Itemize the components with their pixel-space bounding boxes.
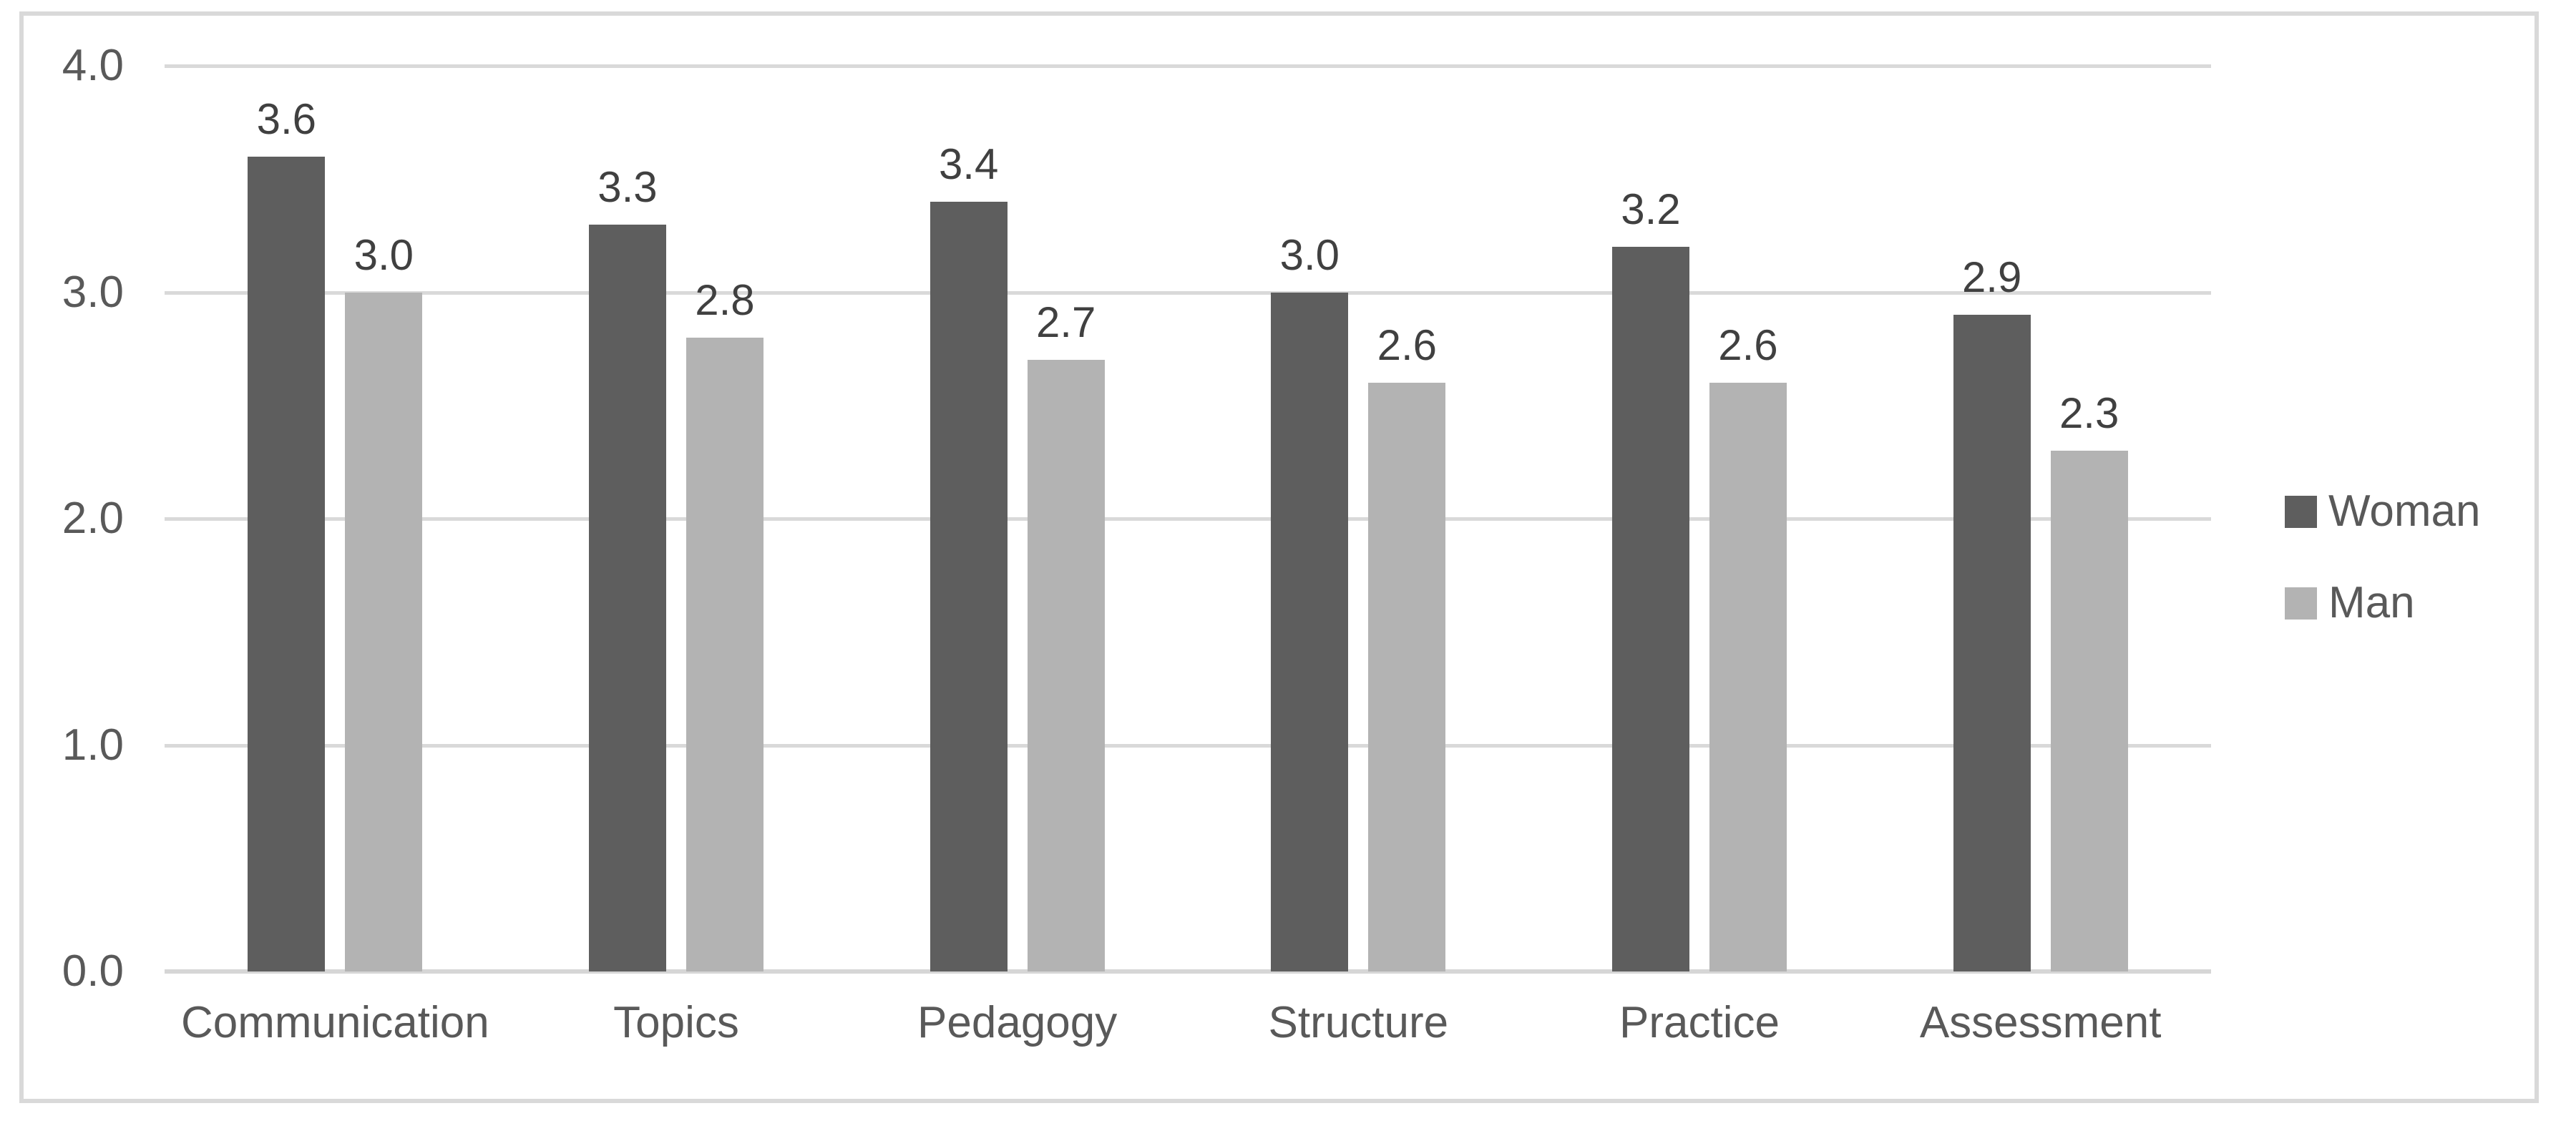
- gridline: [165, 743, 2211, 748]
- legend-swatch-man-icon: [2285, 587, 2317, 620]
- category-group: 3.4 2.7: [847, 66, 1188, 971]
- bar-woman: [1611, 247, 1689, 971]
- bar-value-label: 2.6: [1718, 321, 1778, 370]
- legend-label-man: Man: [2328, 578, 2415, 627]
- legend-swatch-woman-icon: [2285, 495, 2317, 528]
- category-group: 3.2 2.6: [1529, 66, 1870, 971]
- bar-woman: [588, 224, 666, 971]
- bar-value-label: 3.2: [1621, 185, 1681, 234]
- bar-man: [686, 337, 763, 971]
- bar-value-label: 3.6: [256, 94, 317, 143]
- legend-label-woman: Woman: [2328, 486, 2481, 536]
- bar-value-label: 3.0: [1279, 230, 1340, 279]
- category-group: 3.3 2.8: [506, 66, 847, 971]
- y-axis-labels: 4.0 3.0 2.0 1.0 0.0: [24, 44, 124, 994]
- chart-frame: 3.6 3.0 3.3 2.8 3.4 2.7 3.0 2.6 3.2 2.6 2.9 2.3 4.0…: [19, 11, 2539, 1103]
- bar-woman: [1271, 292, 1349, 971]
- bar-man: [1027, 360, 1105, 971]
- legend-item-woman: Woman: [2285, 489, 2481, 534]
- category-group: 2.9 2.3: [1870, 66, 2211, 971]
- x-axis-label: Structure: [1268, 998, 1449, 1047]
- legend: Woman Man: [2285, 489, 2481, 625]
- bar-woman: [248, 156, 326, 971]
- x-axis-labels: Communication Topics Pedagogy Structure Prac…: [165, 997, 2211, 1054]
- bar-value-label: 2.9: [1961, 253, 2022, 302]
- gridline: [165, 64, 2211, 68]
- x-axis-line: [165, 969, 2211, 974]
- bar-man: [1709, 383, 1787, 971]
- category-group: 3.0 2.6: [1188, 66, 1529, 971]
- y-axis-label: 3.0: [62, 267, 124, 317]
- bar-value-label: 2.8: [695, 275, 755, 324]
- bar-value-label: 3.0: [353, 230, 414, 279]
- legend-item-man: Man: [2285, 581, 2481, 625]
- bar-value-label: 2.3: [2059, 389, 2119, 438]
- bar-man: [1368, 383, 1446, 971]
- bar-value-label: 3.3: [597, 162, 658, 211]
- bar-value-label: 3.4: [938, 139, 999, 188]
- bar-man: [345, 292, 423, 971]
- x-axis-label: Topics: [613, 998, 739, 1047]
- bar-value-label: 2.7: [1035, 298, 1096, 347]
- x-axis-label: Assessment: [1919, 998, 2162, 1047]
- gridline: [165, 290, 2211, 295]
- x-axis-label: Pedagogy: [917, 998, 1118, 1047]
- bar-woman: [930, 201, 1008, 971]
- bar-man: [2050, 451, 2128, 971]
- x-axis-label: Practice: [1619, 998, 1780, 1047]
- plot-area: 3.6 3.0 3.3 2.8 3.4 2.7 3.0 2.6 3.2 2.6 2.9 2.3: [165, 64, 2211, 974]
- bar-woman: [1953, 315, 2031, 971]
- y-axis-label: 4.0: [62, 41, 124, 90]
- gridline: [165, 517, 2211, 521]
- x-axis-label: Communication: [180, 998, 489, 1047]
- y-axis-label: 0.0: [62, 946, 124, 996]
- category-group: 3.6 3.0: [165, 66, 506, 971]
- y-axis-label: 1.0: [62, 720, 124, 770]
- bar-value-label: 2.6: [1377, 321, 1438, 370]
- y-axis-label: 2.0: [62, 494, 124, 543]
